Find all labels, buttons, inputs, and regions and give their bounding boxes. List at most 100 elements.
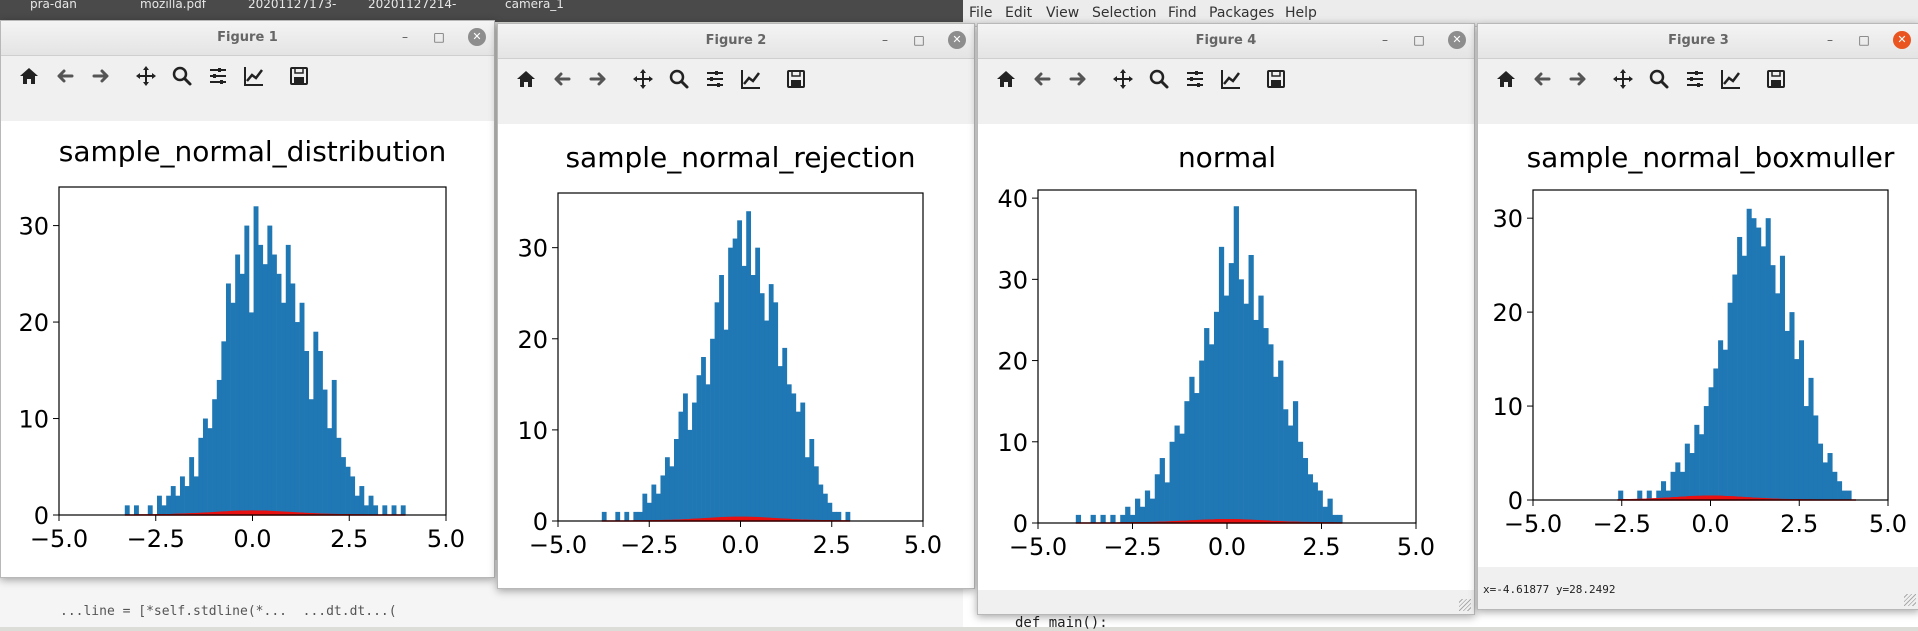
maximize-button[interactable]: □ xyxy=(1858,33,1870,47)
histogram-bar xyxy=(1297,441,1304,523)
histogram-bar xyxy=(1332,514,1338,523)
histogram-bar xyxy=(1618,490,1624,500)
maximize-button[interactable]: □ xyxy=(913,33,925,47)
figure-canvas[interactable]: sample_normal_rejection −5.0 −2.5 0.0 2.5 5.0… xyxy=(498,124,974,588)
figure-3-window[interactable]: Figure 3 – □ ✕ sample_normal_boxmuller −5… xyxy=(1477,23,1918,610)
menu-help[interactable]: Help xyxy=(1285,5,1317,21)
histogram-bar xyxy=(746,211,752,521)
x-tick-label: 0.0 xyxy=(721,531,759,559)
back-arrow-button[interactable] xyxy=(53,64,77,88)
forward-arrow-button[interactable] xyxy=(1066,67,1090,91)
histogram-bar xyxy=(710,338,715,521)
subplots-button[interactable] xyxy=(703,67,727,91)
zoom-button[interactable] xyxy=(667,67,691,91)
zoom-button[interactable] xyxy=(1147,67,1171,91)
window-titlebar[interactable]: Figure 4 – □ ✕ xyxy=(978,24,1474,59)
histogram-bar xyxy=(1765,218,1771,500)
menu-find[interactable]: Find xyxy=(1168,5,1197,21)
home-button[interactable] xyxy=(514,67,538,91)
menu-edit[interactable]: Edit xyxy=(1005,5,1033,21)
resize-grip[interactable] xyxy=(1904,594,1916,606)
histogram-bar xyxy=(1322,506,1328,523)
forward-arrow-button[interactable] xyxy=(1566,67,1590,91)
histogram-bar xyxy=(683,393,688,521)
close-button[interactable]: ✕ xyxy=(948,31,966,49)
pan-icon xyxy=(1113,69,1133,89)
forward-arrow-button[interactable] xyxy=(586,67,610,91)
edit-axis-button[interactable] xyxy=(1219,67,1243,91)
zoom-button[interactable] xyxy=(1647,67,1671,91)
resize-grip[interactable] xyxy=(1459,599,1471,611)
edit-axis-button[interactable] xyxy=(1719,67,1743,91)
pan-button[interactable] xyxy=(134,64,158,88)
menu-file[interactable]: File xyxy=(969,5,993,21)
histogram-bar xyxy=(1268,344,1274,523)
edit-axis-button[interactable] xyxy=(739,67,763,91)
figure-canvas[interactable]: sample_normal_boxmuller −5.0 −2.5 0.0 2.5 5.0… xyxy=(1478,124,1918,567)
desktop-icon-label[interactable]: 20201127173- xyxy=(248,0,337,11)
save-button[interactable] xyxy=(1764,67,1788,91)
close-button[interactable]: ✕ xyxy=(468,28,486,46)
histogram-bar xyxy=(1209,344,1215,523)
back-arrow-button[interactable] xyxy=(1030,67,1054,91)
figure-canvas[interactable]: normal −5.0 −2.5 0.0 2.5 5.0 0 10 20 30 40 xyxy=(978,124,1474,590)
minimize-button[interactable]: – xyxy=(882,33,888,47)
histogram-bar xyxy=(1100,514,1106,523)
x-tick-label: 0.0 xyxy=(1208,533,1246,561)
close-button[interactable]: ✕ xyxy=(1448,31,1466,49)
edit-axis-button[interactable] xyxy=(242,64,266,88)
window-titlebar[interactable]: Figure 3 – □ ✕ xyxy=(1478,24,1918,59)
save-button[interactable] xyxy=(1264,67,1288,91)
desktop-icon-label[interactable]: mozilla.pdf xyxy=(140,0,206,11)
histogram-bar xyxy=(692,402,697,521)
window-titlebar[interactable]: Figure 2 – □ ✕ xyxy=(498,24,974,59)
minimize-button[interactable]: – xyxy=(1827,33,1833,47)
save-button[interactable] xyxy=(287,64,311,88)
maximize-button[interactable]: □ xyxy=(1413,33,1425,47)
maximize-button[interactable]: □ xyxy=(433,30,445,44)
figure-2-window[interactable]: Figure 2 – □ ✕ sample_normal_rejection −5… xyxy=(497,23,975,589)
histogram-bar xyxy=(1164,482,1170,523)
figure-canvas[interactable]: sample_normal_distribution −5.0 −2.5 0.0 2.5… xyxy=(1,121,494,577)
save-button[interactable] xyxy=(784,67,808,91)
histogram-bar xyxy=(786,384,792,521)
menu-selection[interactable]: Selection xyxy=(1092,5,1157,21)
x-tick-label: 2.5 xyxy=(1780,510,1818,538)
histogram-bar xyxy=(239,273,245,515)
histogram-bar xyxy=(755,247,761,521)
back-arrow-button[interactable] xyxy=(1530,67,1554,91)
window-titlebar[interactable]: Figure 1 – □ ✕ xyxy=(1,21,494,56)
histogram-bar xyxy=(1703,406,1709,500)
menu-view[interactable]: View xyxy=(1046,5,1080,21)
desktop-icon-label[interactable]: camera_1 xyxy=(505,0,564,11)
pan-button[interactable] xyxy=(1611,67,1635,91)
zoom-button[interactable] xyxy=(170,64,194,88)
histogram-bar xyxy=(124,505,130,515)
code-line[interactable]: def main(): xyxy=(1015,615,1108,631)
histogram-bar xyxy=(1646,490,1652,500)
histogram-bar xyxy=(225,283,231,515)
pan-button[interactable] xyxy=(1111,67,1135,91)
histogram-bar xyxy=(1837,481,1843,500)
back-arrow-button[interactable] xyxy=(550,67,574,91)
home-button[interactable] xyxy=(1494,67,1518,91)
forward-arrow-button[interactable] xyxy=(89,64,113,88)
figure-1-window[interactable]: Figure 1 – □ ✕ sample_normal_distributio… xyxy=(0,20,495,578)
subplots-button[interactable] xyxy=(1683,67,1707,91)
pan-button[interactable] xyxy=(631,67,655,91)
histogram-bar xyxy=(1174,425,1180,523)
desktop-icon-label[interactable]: 20201127214- xyxy=(368,0,457,11)
subplots-button[interactable] xyxy=(206,64,230,88)
menu-packages[interactable]: Packages xyxy=(1209,5,1275,21)
minimize-button[interactable]: – xyxy=(1382,33,1388,47)
home-button[interactable] xyxy=(994,67,1018,91)
save-icon xyxy=(787,70,805,88)
desktop-icon-label[interactable]: pra-dan xyxy=(30,0,77,11)
histogram-bar xyxy=(299,302,305,515)
subplots-button[interactable] xyxy=(1183,67,1207,91)
close-button[interactable]: ✕ xyxy=(1893,31,1911,49)
home-button[interactable] xyxy=(17,64,41,88)
minimize-button[interactable]: – xyxy=(402,30,408,44)
edit-axis-icon xyxy=(1221,70,1240,89)
figure-4-window[interactable]: Figure 4 – □ ✕ normal −5.0 −2.5 0.0 2.5 5.0 0 1… xyxy=(977,23,1475,615)
